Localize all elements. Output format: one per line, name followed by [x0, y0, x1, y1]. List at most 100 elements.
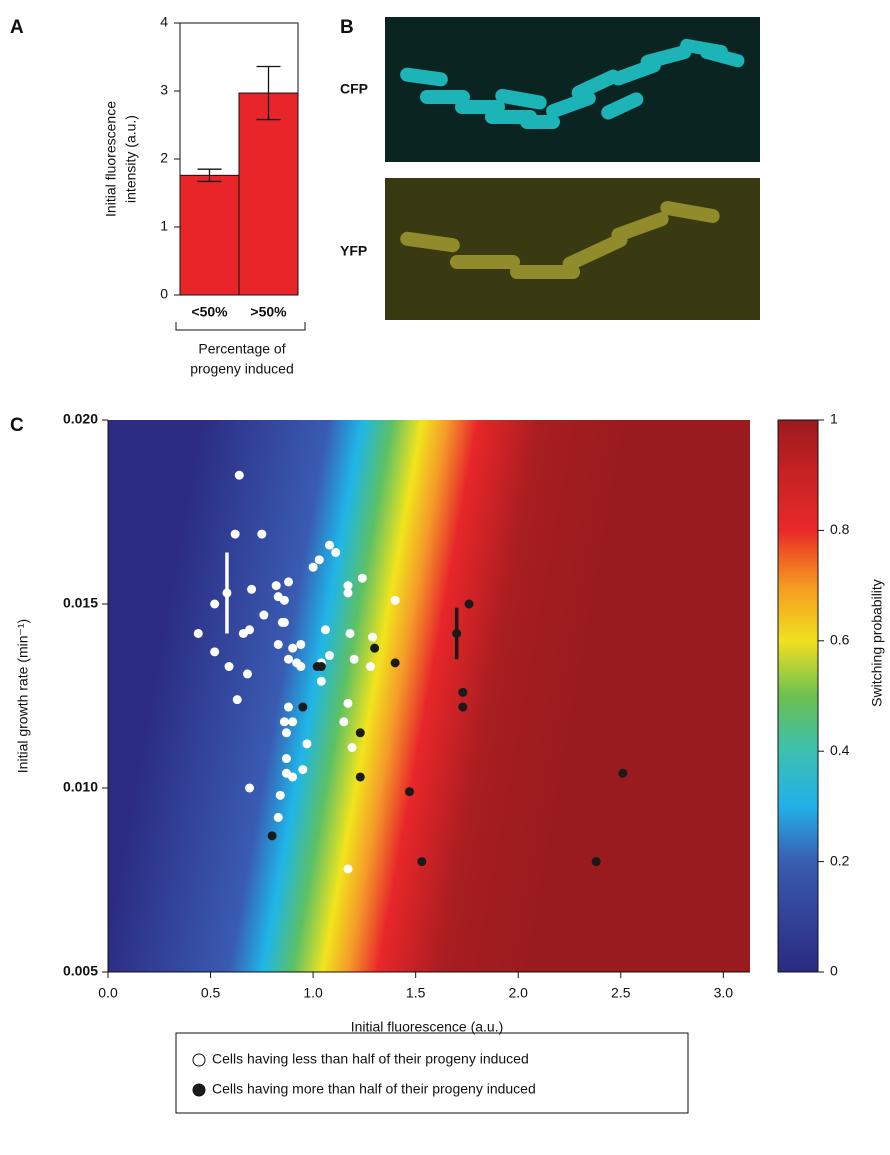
- y-tick-label: 2: [160, 150, 168, 166]
- y-axis-label: intensity (a.u.): [123, 115, 139, 203]
- cfp-image: [385, 17, 760, 162]
- point: [591, 857, 601, 867]
- x-tick-label: 2.5: [611, 985, 631, 1001]
- y-tick-label: 1: [160, 218, 168, 234]
- point: [405, 787, 415, 797]
- colorbar-label: Switching probability: [869, 579, 885, 707]
- point: [279, 595, 289, 605]
- point: [464, 599, 474, 609]
- point: [224, 662, 234, 672]
- x-tick-label: 2.0: [508, 985, 528, 1001]
- point: [345, 628, 355, 638]
- legend-marker: [192, 1053, 206, 1067]
- point: [273, 639, 283, 649]
- point: [343, 698, 353, 708]
- point: [618, 768, 628, 778]
- y-axis-label: Initial growth rate (min⁻¹): [15, 619, 31, 773]
- point: [316, 662, 326, 672]
- point: [275, 790, 285, 800]
- y-tick-label: 0.010: [63, 779, 98, 795]
- point: [343, 588, 353, 598]
- point: [458, 702, 468, 712]
- image-label: CFP: [340, 81, 368, 97]
- point: [283, 702, 293, 712]
- legend-label: Cells having more than half of their pro…: [212, 1081, 536, 1097]
- point: [281, 754, 291, 764]
- point: [242, 669, 252, 679]
- plot-frame: [179, 22, 299, 296]
- x-tick-label: 1.0: [303, 985, 323, 1001]
- y-tick-label: 0.020: [63, 411, 98, 427]
- point: [288, 772, 298, 782]
- point: [234, 470, 244, 480]
- point: [193, 628, 203, 638]
- point: [298, 702, 308, 712]
- point: [245, 783, 255, 793]
- colorbar-tick-label: 1: [830, 411, 838, 427]
- x-tick-label: 0.5: [201, 985, 221, 1001]
- y-tick-label: 0.015: [63, 595, 98, 611]
- point: [343, 581, 353, 591]
- error-bar: [256, 65, 281, 121]
- point: [302, 739, 312, 749]
- point: [417, 857, 427, 867]
- bar: [238, 92, 299, 296]
- legend-box: [175, 1032, 689, 1114]
- colorbar-tick-label: 0.6: [830, 632, 850, 648]
- point: [210, 647, 220, 657]
- image-label: YFP: [340, 243, 367, 259]
- x-axis-label: Initial fluorescence (a.u.): [351, 1019, 504, 1035]
- y-tick-label: 3: [160, 82, 168, 98]
- yfp-image: [385, 178, 760, 320]
- point: [288, 643, 298, 653]
- point: [273, 812, 283, 822]
- point: [339, 717, 349, 727]
- point: [296, 639, 306, 649]
- point: [349, 654, 359, 664]
- x-tick-label: <50%: [191, 304, 228, 320]
- point: [331, 547, 341, 557]
- x-axis-label: Percentage of: [198, 341, 285, 357]
- y-tick-label: 4: [160, 14, 168, 30]
- point: [325, 540, 335, 550]
- point: [230, 529, 240, 539]
- point: [267, 831, 277, 841]
- point: [271, 581, 281, 591]
- point: [296, 662, 306, 672]
- heatmap: [108, 420, 750, 972]
- point: [347, 743, 357, 753]
- point: [314, 555, 324, 565]
- point: [343, 864, 353, 874]
- point: [245, 625, 255, 635]
- panel-label: B: [340, 17, 354, 38]
- point: [308, 562, 318, 572]
- point: [210, 599, 220, 609]
- point: [247, 584, 257, 594]
- bar: [179, 174, 240, 296]
- x-axis-label: progeny induced: [190, 361, 294, 377]
- point: [390, 595, 400, 605]
- point: [390, 658, 400, 668]
- point: [355, 728, 365, 738]
- point: [325, 651, 335, 661]
- x-tick-label: 3.0: [714, 985, 734, 1001]
- x-tick-label: >50%: [250, 304, 287, 320]
- point: [298, 765, 308, 775]
- panel-label: A: [10, 17, 24, 38]
- point: [357, 573, 367, 583]
- y-tick-label: 0: [160, 286, 168, 302]
- colorbar-tick-label: 0.8: [830, 521, 850, 537]
- point: [281, 728, 291, 738]
- legend-label: Cells having less than half of their pro…: [212, 1051, 529, 1067]
- panel-label: C: [10, 415, 24, 436]
- point: [316, 676, 326, 686]
- point: [370, 643, 380, 653]
- plot-area: [193, 470, 628, 874]
- x-tick-label: 0.0: [98, 985, 118, 1001]
- point: [368, 632, 378, 642]
- error-bar: [197, 168, 222, 183]
- colorbar-frame: [777, 419, 819, 973]
- colorbar: [778, 420, 818, 972]
- colorbar-tick-label: 0.2: [830, 852, 850, 868]
